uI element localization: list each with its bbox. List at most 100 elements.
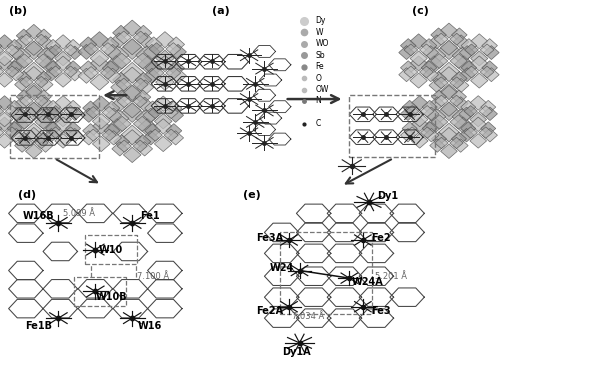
Text: W16B: W16B [23,211,55,221]
Polygon shape [64,45,77,56]
Polygon shape [133,53,152,69]
Polygon shape [164,129,178,141]
Text: W24: W24 [270,263,295,273]
Polygon shape [114,134,130,149]
Polygon shape [55,35,71,49]
Polygon shape [453,97,468,110]
Polygon shape [429,35,445,49]
Polygon shape [117,96,132,107]
Polygon shape [470,112,486,127]
Polygon shape [104,44,121,59]
Polygon shape [464,106,477,117]
Text: W10B: W10B [95,292,127,302]
Polygon shape [453,78,469,93]
Polygon shape [464,127,477,138]
Polygon shape [0,106,4,117]
Polygon shape [402,100,417,114]
Polygon shape [404,44,418,56]
Text: O: O [315,74,322,83]
Text: C: C [315,119,321,128]
Polygon shape [36,29,52,43]
Polygon shape [450,77,464,89]
Polygon shape [421,61,437,75]
Polygon shape [422,122,437,135]
Text: Fe3A: Fe3A [256,233,283,243]
Polygon shape [49,45,62,56]
Polygon shape [404,66,418,78]
Polygon shape [168,131,184,145]
Polygon shape [117,140,132,152]
Polygon shape [104,68,121,83]
Polygon shape [111,80,127,95]
Polygon shape [470,56,488,71]
Polygon shape [121,62,144,83]
Polygon shape [410,56,427,71]
Polygon shape [454,117,473,134]
Polygon shape [400,61,416,75]
Polygon shape [102,106,116,118]
Polygon shape [16,29,31,43]
Polygon shape [44,67,59,81]
Polygon shape [133,96,147,107]
Polygon shape [121,39,144,59]
Text: Dy1: Dy1 [377,191,398,201]
Text: 5.099 Å: 5.099 Å [63,209,95,218]
Polygon shape [450,95,463,107]
Polygon shape [6,66,19,77]
Polygon shape [451,28,467,42]
Polygon shape [149,43,164,55]
Polygon shape [426,47,446,64]
Polygon shape [81,131,97,145]
Polygon shape [55,56,71,70]
Polygon shape [454,56,474,73]
Polygon shape [427,108,446,125]
Polygon shape [7,39,22,53]
Polygon shape [0,96,13,110]
Polygon shape [438,62,460,81]
Polygon shape [16,54,33,68]
Polygon shape [481,100,496,114]
Polygon shape [402,122,417,135]
Polygon shape [37,108,56,125]
Polygon shape [15,97,30,110]
Polygon shape [145,123,161,138]
Polygon shape [424,128,439,142]
Polygon shape [461,100,476,114]
Polygon shape [25,102,42,117]
Polygon shape [39,56,58,73]
Polygon shape [113,25,129,40]
Polygon shape [470,96,486,110]
Polygon shape [86,106,100,118]
Polygon shape [154,136,172,152]
Polygon shape [124,130,141,145]
Polygon shape [135,134,151,149]
Polygon shape [64,106,77,117]
Polygon shape [6,45,19,56]
Polygon shape [90,74,109,90]
Polygon shape [438,123,459,141]
Polygon shape [482,61,498,75]
Polygon shape [86,129,100,141]
Polygon shape [405,106,419,117]
Polygon shape [121,103,143,122]
Polygon shape [0,117,13,131]
Polygon shape [422,100,437,114]
Polygon shape [39,117,58,134]
Polygon shape [452,47,472,64]
Text: 7.100 Å: 7.100 Å [137,272,169,281]
Polygon shape [148,129,162,141]
Polygon shape [470,117,486,131]
Polygon shape [133,140,147,152]
Polygon shape [124,147,141,163]
Text: 7.034 Å: 7.034 Å [292,312,324,322]
Polygon shape [135,90,151,104]
Polygon shape [423,46,438,59]
Polygon shape [46,122,61,135]
Polygon shape [116,31,131,44]
Polygon shape [25,144,42,158]
Polygon shape [431,90,446,104]
Bar [10,95,99,158]
Polygon shape [35,115,52,129]
Polygon shape [55,112,71,127]
Polygon shape [64,66,77,77]
